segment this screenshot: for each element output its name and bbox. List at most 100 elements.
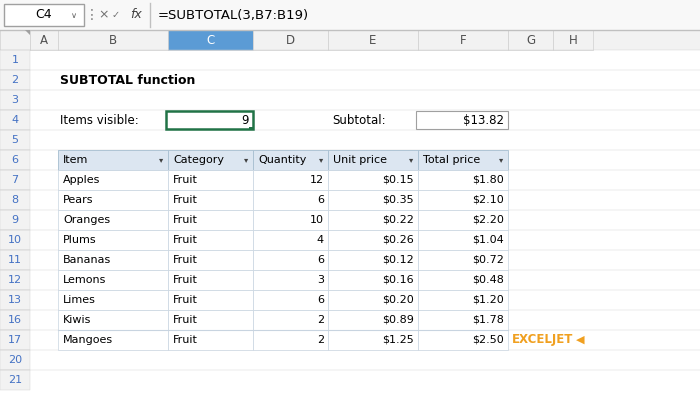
Bar [253, 270, 328, 290]
Bar [328, 150, 418, 170]
Bar [328, 270, 418, 290]
Text: Total price: Total price [423, 155, 480, 165]
Bar [328, 30, 418, 50]
Text: 7: 7 [11, 175, 19, 185]
Bar [418, 150, 508, 170]
Bar [30, 190, 700, 210]
Text: $1.25: $1.25 [382, 335, 414, 345]
Bar [30, 330, 700, 350]
Text: $2.50: $2.50 [473, 335, 504, 345]
Bar [30, 70, 700, 90]
Bar [0, 110, 30, 130]
Bar [418, 270, 508, 290]
Bar [418, 330, 508, 350]
Bar [0, 330, 30, 350]
Text: E: E [370, 34, 377, 46]
Text: Quantity: Quantity [258, 155, 307, 165]
Text: 11: 11 [8, 255, 22, 265]
Text: $13.82: $13.82 [463, 114, 504, 126]
Bar [0, 70, 30, 90]
Bar [58, 330, 168, 350]
Bar [253, 230, 328, 250]
Bar [328, 210, 418, 230]
Text: Category: Category [173, 155, 224, 165]
Text: C4: C4 [36, 8, 52, 22]
Text: 17: 17 [8, 335, 22, 345]
Text: 10: 10 [310, 215, 324, 225]
Bar [168, 210, 253, 230]
Bar [0, 250, 30, 270]
Bar [0, 0, 700, 30]
Bar [0, 30, 30, 50]
Text: $1.04: $1.04 [473, 235, 504, 245]
Bar [418, 310, 508, 330]
Text: ×: × [99, 8, 109, 22]
Text: 10: 10 [8, 235, 22, 245]
Bar [553, 30, 593, 50]
Bar [418, 190, 508, 210]
Text: 16: 16 [8, 315, 22, 325]
Text: Mangoes: Mangoes [63, 335, 113, 345]
Bar [328, 310, 418, 330]
Bar [416, 111, 508, 129]
Bar [58, 250, 168, 270]
Text: Fruit: Fruit [173, 215, 198, 225]
Text: 1: 1 [11, 55, 18, 65]
Bar [58, 290, 168, 310]
Text: Fruit: Fruit [173, 195, 198, 205]
Bar [418, 250, 508, 270]
Bar [30, 370, 700, 390]
Text: 4: 4 [11, 115, 19, 125]
Text: G: G [526, 34, 535, 46]
Bar [30, 310, 700, 330]
Bar [30, 110, 700, 130]
Bar [0, 190, 30, 210]
Bar [30, 170, 700, 190]
Bar [30, 350, 700, 370]
Text: ✓: ✓ [112, 10, 120, 20]
Bar [0, 270, 30, 290]
Bar [328, 250, 418, 270]
Bar [249, 127, 253, 130]
Bar [30, 250, 700, 270]
Text: Fruit: Fruit [173, 295, 198, 305]
Text: SUBTOTAL function: SUBTOTAL function [60, 74, 195, 86]
Bar [58, 190, 168, 210]
Text: ▾: ▾ [319, 156, 323, 164]
Bar [30, 30, 58, 50]
Text: A: A [40, 34, 48, 46]
Bar [328, 170, 418, 190]
Text: ◀: ◀ [576, 335, 584, 345]
Bar [418, 210, 508, 230]
Text: 3: 3 [317, 275, 324, 285]
Text: 3: 3 [11, 95, 18, 105]
Bar [0, 210, 30, 230]
Text: fx: fx [130, 8, 141, 22]
Text: H: H [568, 34, 578, 46]
Bar [253, 30, 328, 50]
Text: 9: 9 [241, 114, 249, 126]
Text: Fruit: Fruit [173, 335, 198, 345]
Text: D: D [286, 34, 295, 46]
Bar [253, 190, 328, 210]
Bar [168, 310, 253, 330]
Text: 9: 9 [11, 215, 19, 225]
Text: $2.10: $2.10 [473, 195, 504, 205]
Bar [0, 230, 30, 250]
Bar [0, 150, 30, 170]
Text: $0.15: $0.15 [382, 175, 414, 185]
Text: Fruit: Fruit [173, 315, 198, 325]
Text: Lemons: Lemons [63, 275, 106, 285]
Text: ∨: ∨ [71, 10, 77, 20]
Bar [328, 230, 418, 250]
Text: Unit price: Unit price [333, 155, 387, 165]
Text: 5: 5 [11, 135, 18, 145]
Bar [168, 190, 253, 210]
Bar [30, 270, 700, 290]
Text: ▾: ▾ [159, 156, 163, 164]
Bar [253, 210, 328, 230]
Text: Bananas: Bananas [63, 255, 111, 265]
Text: 2: 2 [317, 335, 324, 345]
Text: Subtotal:: Subtotal: [332, 114, 386, 126]
Text: ⋮: ⋮ [85, 8, 99, 22]
